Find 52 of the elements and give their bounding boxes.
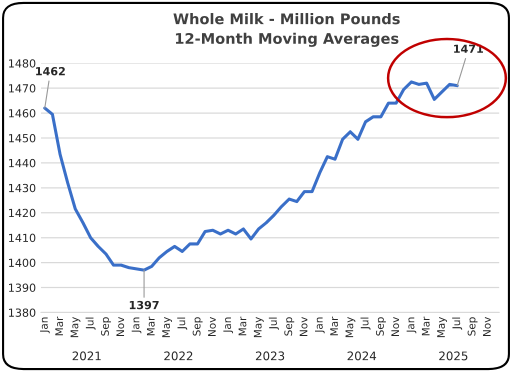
x-tick-label: Mar <box>55 316 64 336</box>
line-series <box>43 80 459 272</box>
x-tick-label: Jan <box>132 318 142 334</box>
x-tick-label: Jul <box>360 318 371 330</box>
text: 2024 <box>348 351 376 360</box>
text: 2025 <box>439 351 468 360</box>
y-tick-label: 1430 <box>9 184 36 192</box>
x-tick-label: Mar <box>422 316 430 336</box>
y-tick-label: 1390 <box>9 284 36 292</box>
x-tick-label: Sep <box>376 317 386 336</box>
x-tick-label: Mar <box>146 316 155 336</box>
x-tick-label: Jul <box>86 318 96 330</box>
y-tick-label: 1400 <box>9 258 36 268</box>
x-tick-label: Jul <box>268 318 279 330</box>
x-tick-label: Sep <box>192 317 203 336</box>
x-tick-label: Sep <box>101 317 111 336</box>
y-tick-label: 1420 <box>9 208 36 218</box>
x-tick-label: Nov <box>300 316 308 336</box>
data-label: 1471 <box>454 44 484 53</box>
x-tick-label: May <box>437 316 447 338</box>
y-tick-label: 1440 <box>9 158 36 168</box>
x-tick-label: Nov <box>208 316 216 336</box>
data-label: 1397 <box>130 300 159 310</box>
x-tick-label: Mar <box>238 316 246 336</box>
x-tick-label: Mar <box>330 316 338 336</box>
y-tick-label: 1460 <box>9 109 36 118</box>
y-tick-label: 1470 <box>9 84 36 93</box>
x-tick-label: Jan <box>223 318 234 334</box>
x-tick-label: Nov <box>483 316 491 336</box>
y-tick-label: 1480 <box>9 59 36 68</box>
x-tick-label: Jan <box>40 318 50 334</box>
x-tick-label: Jan <box>315 318 325 334</box>
x-tick-label: Jul <box>177 318 188 330</box>
x-tick-label: May <box>254 316 264 338</box>
y-tick-label: 1410 <box>9 234 36 242</box>
x-tick-label: Sep <box>468 317 478 336</box>
chart-title: Whole Milk - Million Pounds <box>173 13 400 24</box>
x-tick-label: May <box>70 316 80 338</box>
x-tick-label: Nov <box>116 316 124 336</box>
y-tick-label: 1450 <box>9 134 36 142</box>
x-tick-label: May <box>162 316 172 338</box>
text: 2022 <box>164 351 192 360</box>
x-tick-label: Jan <box>406 318 416 334</box>
text: 2021 <box>72 351 101 360</box>
data-label: 1462 <box>36 66 65 76</box>
x-tick-label: Jul <box>452 318 462 330</box>
text: 2023 <box>256 351 284 360</box>
x-tick-label: Nov <box>391 316 400 336</box>
x-tick-label: May <box>346 316 356 338</box>
y-tick-label: 1380 <box>9 308 36 317</box>
x-tick-label: Sep <box>284 317 294 336</box>
chart-subtitle: 12-Month Moving Averages <box>176 32 398 47</box>
